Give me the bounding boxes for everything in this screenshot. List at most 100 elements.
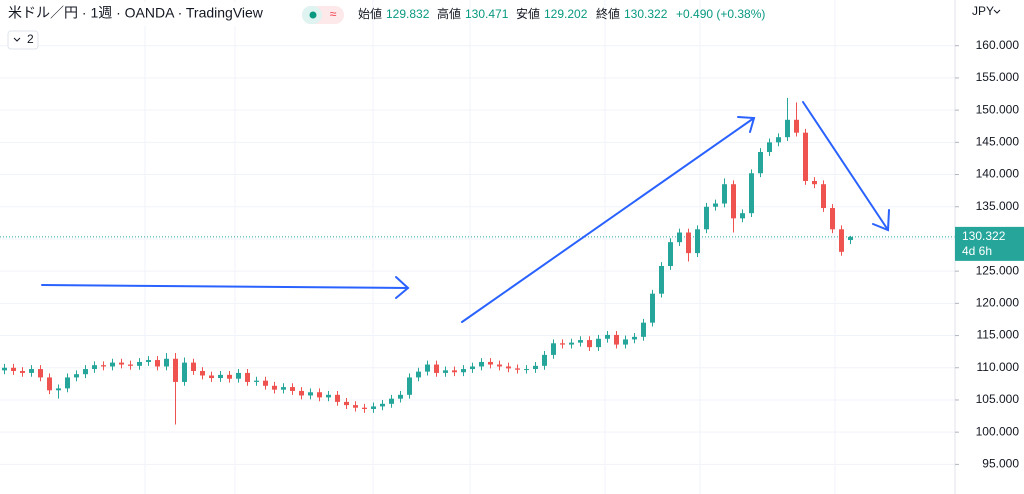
y-tick-label: 140.000 (976, 167, 1020, 181)
candle-body (515, 368, 520, 370)
price-axis-labels: 95.000 100.000 105.000 110.000 115.000 120.00… (955, 38, 1019, 471)
candle-body (173, 358, 178, 382)
candle-body (38, 369, 43, 378)
time-grid (144, 0, 836, 494)
y-tick-label: 105.000 (976, 392, 1020, 406)
trend-arrow[interactable] (461, 117, 755, 323)
candle-body (776, 137, 781, 143)
price-grid (0, 45, 955, 465)
candle-body (731, 184, 736, 219)
candle-body (506, 366, 511, 369)
candle-body (200, 370, 205, 376)
candle-body (47, 377, 52, 391)
countdown: 4d 6h (962, 244, 992, 258)
currency[interactable]: JPY (972, 4, 994, 18)
candle-body (614, 334, 619, 345)
ohlc-legend: 始値 129.832 高値 130.471 安値 129.202 終値 130.322 +0.4… (358, 6, 765, 21)
candle-body (272, 385, 277, 390)
candle-body (785, 119, 790, 138)
candle-body (470, 366, 475, 370)
candle-body (650, 293, 655, 323)
candle-body (704, 206, 709, 230)
candle-body (479, 361, 484, 367)
candle-body (254, 380, 259, 382)
candle-body (560, 343, 565, 345)
candle-body (362, 407, 367, 409)
candle-body (686, 232, 691, 254)
candle-body (92, 365, 97, 370)
delayed-badge: ≈ (330, 7, 337, 21)
candle-body (551, 343, 556, 355)
candle-body (389, 398, 394, 404)
candle-body (749, 173, 754, 214)
candle-body (812, 180, 817, 185)
candle-body (794, 119, 799, 133)
candle-body (56, 388, 61, 391)
ohlc-value: 129.832 (386, 7, 430, 21)
candle-body (596, 338, 601, 348)
candle-body (128, 364, 133, 366)
candle-body (434, 364, 439, 373)
candle-body (803, 132, 808, 181)
candle-body (533, 365, 538, 370)
candle-body (407, 377, 412, 395)
candle-body (281, 387, 286, 390)
pane-chevron (13, 37, 21, 42)
candle-body (119, 362, 124, 365)
arrow-head (872, 209, 890, 232)
candle-body (335, 394, 340, 402)
candle-body (713, 203, 718, 207)
candle-body (344, 401, 349, 406)
ohlc-value: 129.202 (544, 7, 588, 21)
drawings (41, 101, 890, 323)
trend-arrow[interactable] (41, 284, 409, 289)
trend-arrow[interactable] (802, 101, 889, 231)
candle-body (677, 232, 682, 243)
candle-body (308, 392, 313, 396)
ohlc-value: 130.322 (624, 7, 668, 21)
ohlc-label: 高値 (437, 6, 461, 21)
candle-body (137, 361, 142, 366)
candle-body (425, 364, 430, 372)
legend-bg (0, 2, 296, 26)
candle-body (326, 394, 331, 398)
currency-chevron (993, 9, 1001, 14)
candle-body (2, 367, 7, 371)
pane-toggle[interactable] (7, 30, 39, 50)
candle-body (380, 403, 385, 407)
candle-body (371, 406, 376, 409)
candle-body (299, 390, 304, 396)
y-tick-label: 115.000 (977, 328, 1020, 342)
candle-body (623, 339, 628, 345)
y-tick-label: 110.000 (977, 360, 1020, 374)
candle-body (758, 152, 763, 174)
candle-body (452, 370, 457, 373)
candle-body (461, 369, 466, 373)
candle-body (74, 374, 79, 378)
candle-body (182, 362, 187, 382)
last-price-tag (955, 226, 1024, 261)
candle-body (839, 229, 844, 252)
y-tick-label: 125.000 (976, 263, 1020, 277)
chart-title[interactable]: 米ドル／円 · 1週 · OANDA · TradingView (8, 5, 264, 21)
candle-body (668, 242, 673, 266)
candle-body (317, 392, 322, 398)
last-price-value: 130.322 (962, 229, 1006, 243)
candle-body (740, 213, 745, 219)
price-change: +0.490 (+0.38%) (676, 7, 765, 21)
candle-body (353, 405, 358, 408)
candle-body (227, 374, 232, 379)
candle-body (767, 142, 772, 152)
candle-body (11, 367, 16, 371)
candle-body (65, 377, 70, 389)
candle-body (110, 362, 115, 367)
candle-body (524, 369, 529, 371)
y-tick-label: 155.000 (976, 70, 1020, 84)
arrow-head (395, 276, 410, 299)
candle-body (641, 322, 646, 337)
candle-body (290, 387, 295, 391)
market-open-dot (309, 11, 317, 19)
ohlc-label: 始値 (358, 6, 382, 21)
candle-body (542, 354, 547, 366)
